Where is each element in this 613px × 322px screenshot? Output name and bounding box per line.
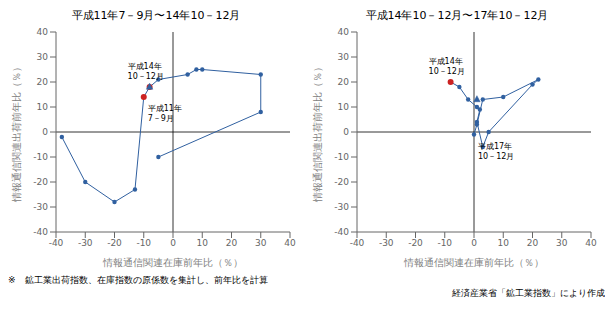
svg-text:情報通信関連出荷前年比（％）: 情報通信関連出荷前年比（％）	[11, 62, 22, 203]
svg-text:-10: -10	[33, 152, 48, 162]
svg-text:-10: -10	[437, 238, 452, 248]
svg-text:0: 0	[343, 127, 349, 137]
svg-text:-40: -40	[334, 227, 349, 237]
svg-text:平成11年7－9月: 平成11年7－9月	[148, 104, 182, 123]
svg-text:20: 20	[226, 238, 238, 248]
svg-text:30: 30	[37, 52, 49, 62]
svg-text:30: 30	[338, 52, 350, 62]
svg-text:平成14年10－12月: 平成14年10－12月	[429, 57, 465, 76]
svg-text:0: 0	[42, 127, 48, 137]
svg-text:-30: -30	[78, 238, 93, 248]
html-text:経済産業省「鉱工業指数」により作成: 経済産業省「鉱工業指数」により作成	[452, 288, 605, 298]
svg-text:-10: -10	[136, 238, 151, 248]
svg-text:0: 0	[170, 238, 176, 248]
svg-text:10: 10	[338, 102, 350, 112]
svg-text:10: 10	[37, 102, 49, 112]
svg-text:20: 20	[37, 77, 49, 87]
svg-text:-40: -40	[49, 238, 64, 248]
svg-text:情報通信関連在庫前年比（％）: 情報通信関連在庫前年比（％）	[403, 257, 544, 268]
svg-text:-20: -20	[107, 238, 122, 248]
svg-text:-40: -40	[33, 227, 48, 237]
svg-text:40: 40	[37, 27, 49, 37]
svg-text:40: 40	[585, 238, 597, 248]
svg-text:-30: -30	[379, 238, 394, 248]
svg-text:平成14年10－12月: 平成14年10－12月	[128, 62, 164, 81]
svg-text:-30: -30	[33, 202, 48, 212]
svg-text:-20: -20	[33, 177, 48, 187]
svg-text:20: 20	[338, 77, 350, 87]
svg-text:20: 20	[527, 238, 539, 248]
html-text:平成11年7－9月〜14年10－12月: 平成11年7－9月〜14年10－12月	[71, 9, 241, 22]
svg-text:-10: -10	[334, 152, 349, 162]
svg-text:10: 10	[197, 238, 209, 248]
svg-text:40: 40	[284, 238, 296, 248]
svg-text:情報通信関連在庫前年比（％）: 情報通信関連在庫前年比（％）	[102, 257, 243, 268]
svg-text:情報通信関連出荷前年比（％）: 情報通信関連出荷前年比（％）	[312, 62, 323, 203]
svg-text:-30: -30	[334, 202, 349, 212]
svg-text:-20: -20	[334, 177, 349, 187]
svg-text:0: 0	[471, 238, 477, 248]
svg-text:10: 10	[498, 238, 510, 248]
svg-text:平成17年10－12月: 平成17年10－12月	[478, 142, 514, 161]
svg-text:30: 30	[556, 238, 568, 248]
svg-text:30: 30	[255, 238, 267, 248]
svg-text:-40: -40	[350, 238, 365, 248]
html-text:平成14年10－12月〜17年10－12月: 平成14年10－12月〜17年10－12月	[365, 9, 549, 22]
html-text:※ 鉱工業出荷指数、在庫指数の原係数を集計し、前年比を計算: ※ 鉱工業出荷指数、在庫指数の原係数を集計し、前年比を計算	[8, 275, 268, 285]
svg-text:40: 40	[338, 27, 350, 37]
svg-text:-20: -20	[408, 238, 423, 248]
